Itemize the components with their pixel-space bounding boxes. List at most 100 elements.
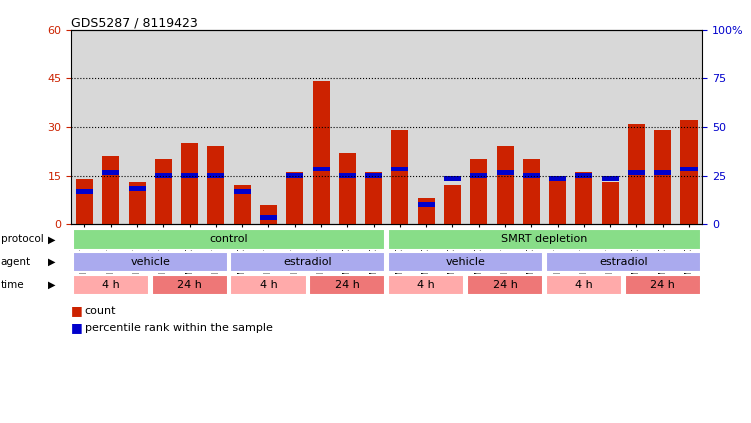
Text: 4 h: 4 h	[102, 280, 119, 290]
Bar	[439, 30, 466, 224]
Bar	[286, 172, 303, 224]
Bar	[575, 172, 593, 224]
Bar	[466, 30, 492, 224]
Bar	[391, 167, 409, 171]
Text: estradiol: estradiol	[284, 257, 332, 267]
Bar	[308, 30, 334, 224]
Bar	[339, 173, 356, 178]
Bar	[680, 121, 698, 224]
Bar	[234, 185, 251, 224]
Bar	[650, 30, 676, 224]
Text: ▶: ▶	[48, 280, 56, 290]
Bar	[102, 170, 119, 175]
Text: ■: ■	[71, 305, 83, 317]
Bar	[676, 30, 702, 224]
Bar	[128, 186, 146, 191]
Bar	[518, 30, 544, 224]
Bar	[388, 229, 701, 250]
Text: vehicle: vehicle	[130, 257, 170, 267]
Bar	[334, 30, 360, 224]
Text: control: control	[210, 234, 249, 244]
Bar	[571, 30, 597, 224]
Bar	[387, 30, 413, 224]
Text: ▶: ▶	[48, 257, 56, 267]
Bar	[339, 153, 356, 224]
Text: 4 h: 4 h	[418, 280, 435, 290]
Bar	[207, 146, 225, 224]
Text: GDS5287 / 8119423: GDS5287 / 8119423	[71, 17, 198, 30]
Bar	[286, 173, 303, 178]
Bar	[470, 173, 487, 178]
Bar	[365, 173, 382, 178]
Bar	[203, 30, 229, 224]
Text: estradiol: estradiol	[599, 257, 647, 267]
Bar	[602, 182, 619, 224]
Bar	[124, 30, 150, 224]
Bar	[150, 30, 176, 224]
Bar	[546, 252, 701, 272]
Bar	[523, 173, 540, 178]
Text: percentile rank within the sample: percentile rank within the sample	[85, 323, 273, 333]
Bar	[680, 167, 698, 171]
Bar	[467, 275, 543, 295]
Bar	[234, 190, 251, 194]
Bar	[231, 275, 306, 295]
Bar	[575, 173, 593, 178]
Bar	[102, 156, 119, 224]
Text: 4 h: 4 h	[575, 280, 593, 290]
Bar	[76, 179, 93, 224]
Bar	[76, 190, 93, 194]
Bar	[544, 30, 571, 224]
Bar	[625, 275, 701, 295]
Bar	[260, 205, 277, 224]
Bar	[391, 130, 409, 224]
Bar	[418, 202, 435, 207]
Bar	[360, 30, 387, 224]
Bar	[181, 173, 198, 178]
Text: 24 h: 24 h	[493, 280, 517, 290]
Bar	[413, 30, 439, 224]
Bar	[546, 275, 622, 295]
Bar	[73, 252, 228, 272]
Bar	[309, 275, 385, 295]
Bar	[255, 30, 282, 224]
Bar	[470, 159, 487, 224]
Bar	[155, 159, 172, 224]
Bar	[602, 176, 619, 181]
Bar	[312, 167, 330, 171]
Text: count: count	[85, 306, 116, 316]
Bar	[229, 30, 255, 224]
Bar	[523, 159, 540, 224]
Text: agent: agent	[1, 257, 31, 267]
Bar	[496, 170, 514, 175]
Text: time: time	[1, 280, 24, 290]
Bar	[176, 30, 203, 224]
Text: SMRT depletion: SMRT depletion	[501, 234, 588, 244]
Bar	[388, 252, 543, 272]
Bar	[71, 30, 98, 224]
Bar	[260, 215, 277, 220]
Bar	[496, 146, 514, 224]
Bar	[231, 252, 385, 272]
Bar	[549, 176, 566, 181]
Bar	[654, 130, 671, 224]
Bar	[312, 82, 330, 224]
Bar	[181, 143, 198, 224]
Bar	[628, 124, 645, 224]
Bar	[152, 275, 228, 295]
Bar	[492, 30, 518, 224]
Bar	[628, 170, 645, 175]
Bar	[282, 30, 308, 224]
Bar	[444, 185, 461, 224]
Text: 4 h: 4 h	[260, 280, 277, 290]
Bar	[623, 30, 650, 224]
Bar	[418, 198, 435, 224]
Bar	[98, 30, 124, 224]
Bar	[654, 170, 671, 175]
Text: vehicle: vehicle	[445, 257, 486, 267]
Bar	[388, 275, 464, 295]
Text: 24 h: 24 h	[650, 280, 675, 290]
Text: 24 h: 24 h	[177, 280, 202, 290]
Bar	[155, 173, 172, 178]
Text: ■: ■	[71, 321, 83, 334]
